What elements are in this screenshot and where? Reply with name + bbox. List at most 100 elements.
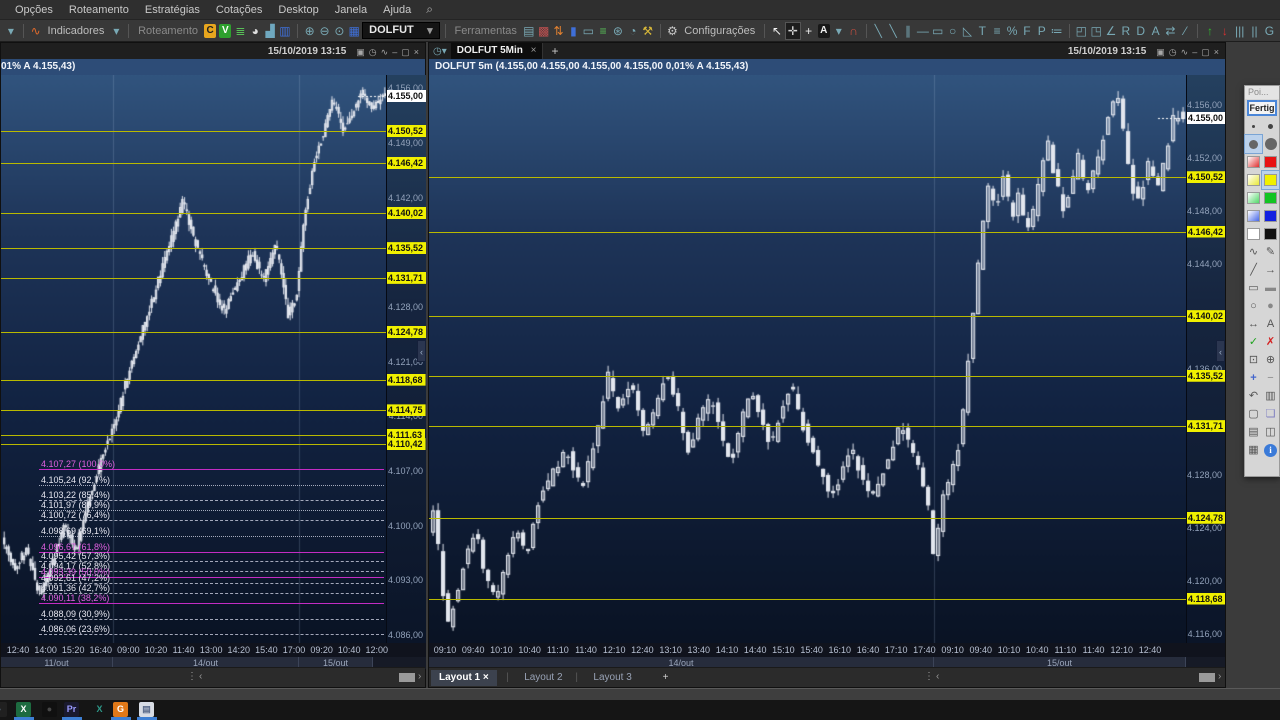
zoom-out-icon[interactable]: ⊖ xyxy=(319,23,330,38)
color-yellow-soft[interactable] xyxy=(1245,171,1262,189)
scroll-right-arrow[interactable]: › xyxy=(418,671,422,682)
chip-c[interactable]: C xyxy=(204,23,217,38)
brush-size-small[interactable] xyxy=(1244,134,1263,154)
channel-icon[interactable]: ∥ xyxy=(905,23,911,38)
scrollbar-thumb[interactable] xyxy=(399,673,415,682)
monitor-icon[interactable]: ▭ xyxy=(582,23,594,38)
expand-h-icon[interactable]: ◰ xyxy=(1075,23,1087,38)
axis-collapse-handle[interactable]: ‹ xyxy=(417,340,426,362)
done-button[interactable]: Fertig xyxy=(1247,100,1277,116)
right-chart-plot[interactable] xyxy=(429,75,1186,643)
color-red[interactable] xyxy=(1262,153,1279,171)
fibo-fan-icon[interactable]: F xyxy=(1023,23,1031,38)
layout-tab-3[interactable]: Layout 3 xyxy=(593,672,632,683)
menu-roteamento[interactable]: Roteamento xyxy=(68,3,129,16)
slash-icon[interactable]: ⁄ xyxy=(1184,23,1187,38)
brush-size-large[interactable] xyxy=(1262,135,1279,153)
right-price-axis[interactable]: 4.156,00 4.152,00 4.148,00 4.144,00 4.136,00… xyxy=(1186,75,1225,643)
left-price-axis[interactable]: 4.156,00 4.149,00 4.142,00 4.128,00 4.121,00… xyxy=(386,75,426,643)
hlines-set-icon[interactable]: ≡ xyxy=(993,23,1001,38)
alarm-icon[interactable]: ⊛ xyxy=(612,23,623,38)
color-green-soft[interactable] xyxy=(1245,189,1262,207)
indicators-dropdown-icon[interactable]: ▾ xyxy=(113,23,120,38)
toolbox-icon[interactable]: ⚒ xyxy=(642,23,654,38)
taskbar-round-app-icon[interactable]: ● xyxy=(42,702,57,717)
add-button[interactable]: + xyxy=(1245,369,1262,387)
zoom-in-icon[interactable]: ⊕ xyxy=(304,23,315,38)
pie-chart-icon[interactable]: ◕ xyxy=(251,23,259,38)
menu-opes[interactable]: Opções xyxy=(15,3,53,16)
search-icon[interactable]: ⌕ xyxy=(426,2,434,16)
orders-updown-icon[interactable]: ⇅ xyxy=(553,23,564,38)
auto-line-icon[interactable]: A xyxy=(1151,23,1160,38)
tiles-icon[interactable]: ▩ xyxy=(537,23,550,38)
clock-icon[interactable]: ◷ xyxy=(368,47,377,57)
cursor-icon[interactable]: ↖ xyxy=(771,23,782,38)
indicators-icon[interactable]: ∿ xyxy=(30,23,41,38)
chip-v[interactable]: V xyxy=(219,23,232,38)
taskbar-notepad-icon[interactable]: ▤ xyxy=(139,702,154,717)
ellipse-tool-icon[interactable]: ○ xyxy=(948,23,957,38)
cancel-x-icon[interactable]: ✗ xyxy=(1262,333,1279,351)
expand-dropdown-icon[interactable]: ▾ xyxy=(7,23,14,38)
print-icon[interactable]: ▤ xyxy=(1245,423,1262,441)
tools-label[interactable]: Ferramentas xyxy=(454,24,517,37)
pen-size-medium[interactable] xyxy=(1262,117,1279,135)
clock-icon[interactable]: ◷ xyxy=(1168,47,1177,57)
rect-filled-tool[interactable]: ▬ xyxy=(1262,279,1279,297)
menu-ajuda[interactable]: Ajuda xyxy=(383,3,412,16)
color-green[interactable] xyxy=(1262,189,1279,207)
scroll-left-arrow[interactable]: ‹ xyxy=(199,671,203,682)
interval-clock-icon[interactable]: ◷▾ xyxy=(433,45,447,57)
watchlist-icon[interactable]: ≡ xyxy=(599,23,607,38)
taskbar-g-app-icon[interactable]: G xyxy=(113,702,128,717)
arrow-tool[interactable]: → xyxy=(1262,261,1279,279)
ray-line-icon[interactable]: ╲ xyxy=(889,23,897,38)
blue-doc-icon[interactable]: ▮ xyxy=(570,23,577,38)
scrollbar-dots[interactable]: ⋮ xyxy=(924,671,934,682)
sell-arrow-icon[interactable]: ↓ xyxy=(1221,23,1228,38)
bar-pattern-icon-2[interactable]: || xyxy=(1251,23,1258,38)
new-tab-button[interactable]: + xyxy=(551,44,559,58)
tab-dolfut-5min[interactable]: DOLFUT 5Min × xyxy=(450,43,544,59)
axis-collapse-handle[interactable]: ‹ xyxy=(1216,340,1225,362)
color-yellow[interactable] xyxy=(1261,170,1280,190)
scroll-left-arrow[interactable]: ‹ xyxy=(936,671,940,682)
scrollbar-dots[interactable]: ⋮ xyxy=(187,671,197,682)
pencil-tool[interactable]: ✎ xyxy=(1262,243,1279,261)
trendline-icon[interactable]: ╲ xyxy=(874,23,882,38)
maximize-icon[interactable]: ▢ xyxy=(1201,47,1210,57)
menu-cotaes[interactable]: Cotações xyxy=(215,3,263,16)
taskbar-premiere-icon[interactable]: Pr xyxy=(64,702,79,717)
scrollbar-thumb[interactable] xyxy=(1199,673,1215,682)
magnifier-tool[interactable]: ⊕ xyxy=(1262,351,1279,369)
color-blue[interactable] xyxy=(1262,207,1279,225)
grid-layout-icon[interactable]: ▦ xyxy=(348,23,360,38)
expand-v-icon[interactable]: ◳ xyxy=(1090,23,1102,38)
chip-a-dropdown-icon[interactable]: ▾ xyxy=(835,23,842,38)
settings-label[interactable]: Configurações xyxy=(684,24,756,37)
menu-janela[interactable]: Janela xyxy=(334,3,368,16)
hand-pan-icon[interactable]: ✛ xyxy=(784,21,801,40)
fibo-retracement-icon[interactable]: % xyxy=(1006,23,1018,38)
ellipse-filled-tool[interactable]: ● xyxy=(1262,297,1279,315)
color-red-soft[interactable] xyxy=(1245,153,1262,171)
color-white[interactable] xyxy=(1245,225,1262,243)
confirm-check-icon[interactable]: ✓ xyxy=(1245,333,1262,351)
left-chart-plot[interactable]: 4.107,27 (100,0%) 4.105,24 (92,7%) 4.103,2… xyxy=(1,75,386,643)
new-layout-button[interactable]: + xyxy=(662,672,669,683)
close-icon[interactable]: × xyxy=(1213,47,1219,57)
rectangle-tool-icon[interactable]: ▭ xyxy=(932,23,944,38)
trash-icon[interactable]: ▥ xyxy=(1262,387,1279,405)
screenshot-icon[interactable]: ▣ xyxy=(1156,47,1165,57)
parallel-lines-icon[interactable]: ≔ xyxy=(1050,23,1063,38)
book-depth-icon[interactable]: ▥ xyxy=(279,23,291,38)
line-tool[interactable]: ╱ xyxy=(1245,261,1262,279)
pitchfork-icon[interactable]: P xyxy=(1037,23,1046,38)
taskbar-excel-icon[interactable]: X xyxy=(16,702,31,717)
trend-icon[interactable]: ∿ xyxy=(1180,47,1189,57)
remove-button[interactable]: − xyxy=(1262,369,1279,387)
export-image-icon[interactable]: ▦ xyxy=(1245,441,1262,459)
layout-tab-1[interactable]: Layout 1 × xyxy=(431,670,497,686)
left-scrollbar[interactable]: ⋮ ‹ › xyxy=(1,667,425,687)
